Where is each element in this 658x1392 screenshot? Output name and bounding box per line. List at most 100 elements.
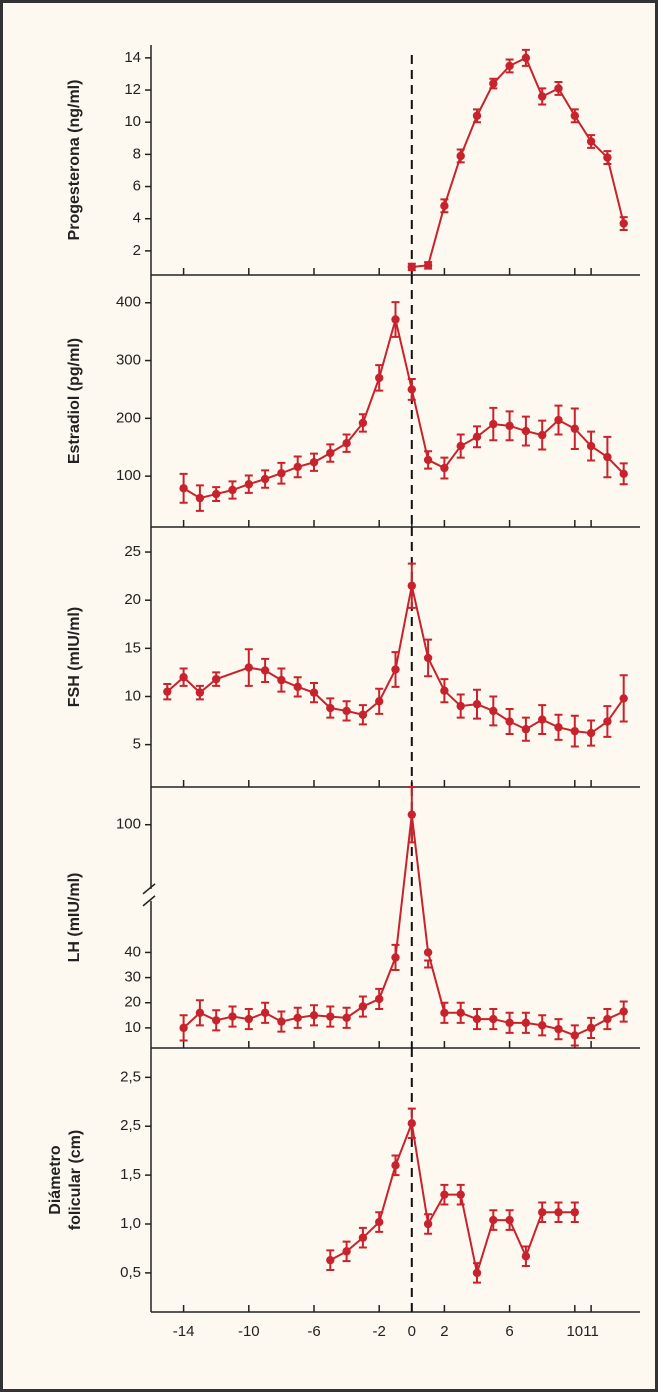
data-point (619, 469, 628, 479)
data-point (326, 703, 335, 713)
data-point (163, 687, 172, 696)
data-point (586, 1023, 596, 1033)
data-point (538, 1021, 547, 1030)
data-point (489, 79, 498, 88)
data-point (456, 441, 465, 451)
x-tick-label: -10 (238, 1323, 260, 1340)
data-point (440, 1008, 449, 1017)
data-point (505, 1018, 514, 1028)
x-tick-label: 11 (583, 1323, 599, 1340)
data-point (456, 1008, 465, 1017)
data-point (440, 201, 449, 211)
data-line (182, 814, 625, 1037)
data-point (407, 1119, 416, 1128)
data-point (228, 1012, 237, 1021)
y-tick-label: 30 (124, 969, 141, 986)
error-bar (424, 959, 433, 969)
data-point (603, 452, 612, 462)
data-point (603, 1014, 612, 1024)
y-tick-label: 2 (133, 242, 141, 259)
data-point (423, 455, 433, 465)
y-axis-label: Diámetro (47, 1145, 64, 1215)
data-point (195, 688, 205, 697)
data-point (407, 810, 416, 819)
y-axis-label: folicular (cm) (67, 1130, 84, 1230)
data-point (179, 673, 188, 682)
data-point (440, 1190, 449, 1199)
data-point (554, 1024, 563, 1034)
data-point (407, 262, 416, 272)
y-tick-label: 12 (124, 81, 141, 98)
y-tick-label: 20 (124, 994, 141, 1011)
data-point (342, 706, 351, 716)
data-point (505, 421, 514, 431)
data-point (342, 1013, 351, 1023)
x-tick-label: -14 (173, 1323, 195, 1340)
data-point (505, 717, 514, 726)
data-point (521, 725, 531, 734)
data-point (521, 426, 531, 436)
x-tick-label: 6 (505, 1323, 513, 1340)
data-point (179, 484, 188, 493)
data-point (195, 1008, 205, 1017)
data-line (411, 56, 625, 268)
data-point (342, 438, 351, 448)
data-point (521, 1018, 531, 1028)
data-point (309, 1011, 319, 1020)
y-tick-label: 4 (133, 210, 141, 227)
data-point (423, 261, 433, 270)
data-point (554, 415, 563, 425)
data-point (391, 1161, 400, 1170)
data-point (358, 1002, 368, 1011)
y-tick-label: 40 (124, 943, 141, 960)
data-point (472, 1268, 482, 1278)
data-point (212, 489, 221, 499)
data-point (538, 1208, 547, 1217)
y-axis-label: LH (mIU/ml) (66, 873, 83, 963)
data-point (472, 111, 482, 120)
y-axis-label: Estradiol (pg/ml) (66, 338, 83, 464)
data-point (554, 1208, 563, 1217)
data-point (456, 1190, 465, 1199)
data-point (212, 674, 221, 684)
data-point (244, 1014, 253, 1024)
data-point (375, 697, 384, 706)
data-point (570, 424, 579, 433)
y-axis-label: Progesterona (ng/ml) (66, 80, 83, 241)
y-axis-label: FSH (mIU/ml) (66, 607, 83, 707)
y-tick-label: 25 (124, 543, 141, 560)
data-point (456, 151, 465, 161)
y-tick-label: 10 (124, 1019, 141, 1036)
data-point (472, 1014, 482, 1024)
data-point (244, 663, 253, 672)
y-tick-label: 20 (124, 591, 141, 608)
data-point (472, 432, 482, 442)
axis-break-gap (148, 888, 154, 901)
data-point (456, 701, 465, 711)
data-point (277, 469, 286, 478)
data-point (358, 710, 368, 719)
data-point (423, 948, 433, 957)
data-point (326, 1255, 335, 1265)
data-point (603, 717, 612, 726)
x-tick-label: 10 (566, 1323, 583, 1340)
data-point (440, 686, 449, 695)
y-tick-label: 8 (133, 145, 141, 162)
data-point (570, 1031, 579, 1040)
data-line (329, 1119, 575, 1274)
data-line (166, 585, 625, 735)
data-point (423, 653, 433, 663)
data-point (619, 219, 628, 228)
y-tick-label: 100 (116, 816, 141, 833)
y-tick-label: 10 (124, 113, 141, 130)
data-point (603, 153, 612, 162)
y-tick-label: 2,5 (120, 1068, 141, 1085)
data-point (423, 1219, 433, 1229)
data-point (293, 682, 302, 692)
data-point (505, 1215, 514, 1225)
data-point (375, 1217, 384, 1227)
data-point (570, 111, 579, 120)
data-point (260, 474, 270, 484)
x-tick-label: 0 (408, 1323, 416, 1340)
data-point (260, 666, 270, 675)
